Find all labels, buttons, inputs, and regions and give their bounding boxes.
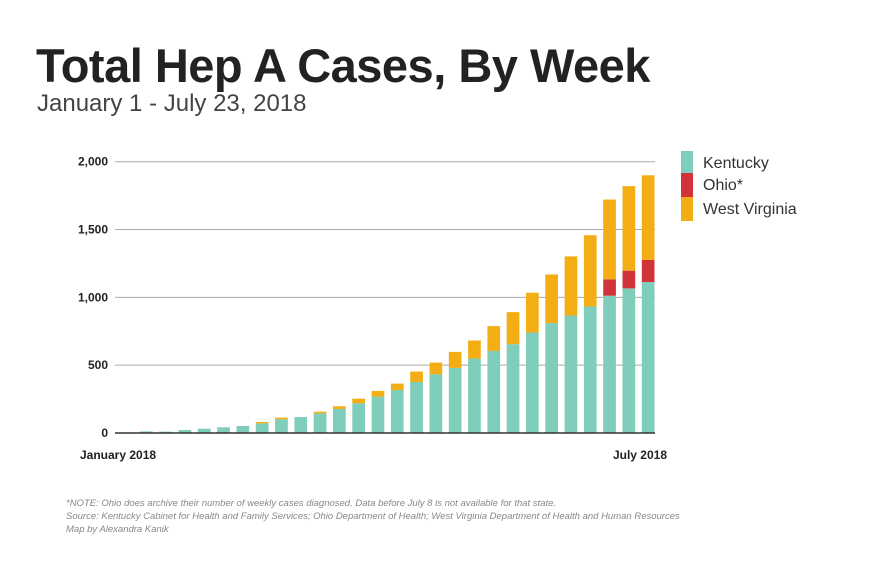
x-tick-label-start: January 2018 xyxy=(80,448,156,462)
bar-segment-west-virginia xyxy=(468,340,481,359)
legend-label: Ohio* xyxy=(703,177,743,194)
bar-segment-kentucky xyxy=(526,332,539,433)
bar-segment-west-virginia xyxy=(448,351,462,368)
bar-segment-kentucky xyxy=(197,428,211,433)
legend-label: Kentucky xyxy=(703,155,769,172)
bar-segment-west-virginia xyxy=(429,362,443,375)
bar-segment-kentucky xyxy=(255,423,269,433)
bar-segment-west-virginia xyxy=(526,292,539,333)
bar-segment-kentucky xyxy=(603,295,616,433)
bar-segment-west-virginia xyxy=(583,235,597,307)
footnote-credit: Map by Alexandra Kanik xyxy=(66,524,169,535)
y-tick-label: 1,500 xyxy=(78,223,108,237)
bar-segment-west-virginia xyxy=(641,175,655,260)
y-tick-label: 500 xyxy=(88,358,108,372)
bar-segment-kentucky xyxy=(333,408,346,433)
bar-segment-kentucky xyxy=(468,358,481,433)
bar-segment-kentucky xyxy=(641,282,655,433)
bar-segment-kentucky xyxy=(448,367,462,433)
bar-segment-kentucky xyxy=(178,430,192,433)
legend: Kentucky Ohio* West Virginia xyxy=(681,151,797,221)
y-tick-label: 0 xyxy=(101,426,108,440)
bar-segment-kentucky xyxy=(275,419,288,433)
bar-segment-kentucky xyxy=(236,425,250,433)
bar-segment-west-virginia xyxy=(275,417,288,420)
bar-segment-kentucky xyxy=(622,288,636,433)
bar-segment-west-virginia xyxy=(545,274,558,324)
legend-swatch xyxy=(681,151,693,173)
bar-segment-kentucky xyxy=(352,403,365,433)
bar-segment-west-virginia xyxy=(255,422,269,424)
legend-swatch xyxy=(681,197,693,221)
bar-segment-kentucky xyxy=(390,389,404,433)
bar-segment-kentucky xyxy=(487,350,501,433)
bar-segment-kentucky xyxy=(140,431,153,433)
bar-segment-kentucky xyxy=(429,374,443,433)
bar-segment-kentucky xyxy=(545,323,558,433)
bar-segment-west-virginia xyxy=(506,312,520,345)
bar-segment-ohio xyxy=(622,270,636,289)
bar-segment-kentucky xyxy=(217,427,230,433)
bar-segment-kentucky xyxy=(294,416,308,433)
bar-segment-west-virginia xyxy=(564,256,578,316)
bar-segment-west-virginia xyxy=(333,406,346,409)
bar-segment-kentucky xyxy=(506,344,520,433)
bar-segment-kentucky xyxy=(583,306,597,433)
chart-subtitle: January 1 - July 23, 2018 xyxy=(37,90,307,117)
bar-segment-west-virginia xyxy=(622,186,636,271)
bar-segment-west-virginia xyxy=(352,398,365,404)
footnote-note: *NOTE: Ohio does archive their number of… xyxy=(66,498,557,509)
bar-segment-ohio xyxy=(603,279,616,296)
bar-segment-kentucky xyxy=(313,413,327,433)
bar-segment-kentucky xyxy=(564,315,578,433)
bar-segment-west-virginia xyxy=(390,383,404,390)
footnote-source: Source: Kentucky Cabinet for Health and … xyxy=(66,511,680,522)
y-tick-label: 1,000 xyxy=(78,290,108,304)
legend-label: West Virginia xyxy=(703,201,797,218)
bar-segment-west-virginia xyxy=(371,390,385,397)
bar-segment-west-virginia xyxy=(487,326,501,351)
bar-segment-kentucky xyxy=(410,381,423,433)
bar-segment-west-virginia xyxy=(313,411,327,414)
x-tick-label-end: July 2018 xyxy=(613,448,667,462)
bar-segment-west-virginia xyxy=(603,199,616,280)
legend-swatch xyxy=(681,173,693,197)
bar-segment-west-virginia xyxy=(410,371,423,382)
bar-segment-kentucky xyxy=(371,396,385,433)
chart-title: Total Hep A Cases, By Week xyxy=(36,39,650,92)
y-tick-label: 2,000 xyxy=(78,155,108,169)
bar-segment-ohio xyxy=(641,259,655,283)
